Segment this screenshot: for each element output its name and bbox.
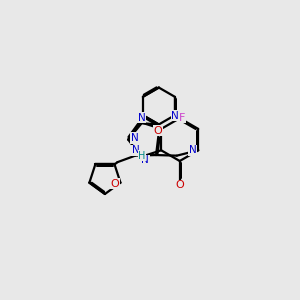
Text: H: H [138, 151, 146, 160]
Text: O: O [175, 180, 184, 190]
Text: N: N [132, 145, 140, 155]
Text: N: N [141, 155, 149, 166]
Text: N: N [138, 113, 145, 123]
Text: N: N [131, 133, 139, 143]
Text: N: N [189, 145, 197, 155]
Text: F: F [179, 112, 185, 123]
Text: N: N [171, 111, 179, 121]
Text: O: O [111, 178, 119, 189]
Text: O: O [154, 126, 162, 136]
